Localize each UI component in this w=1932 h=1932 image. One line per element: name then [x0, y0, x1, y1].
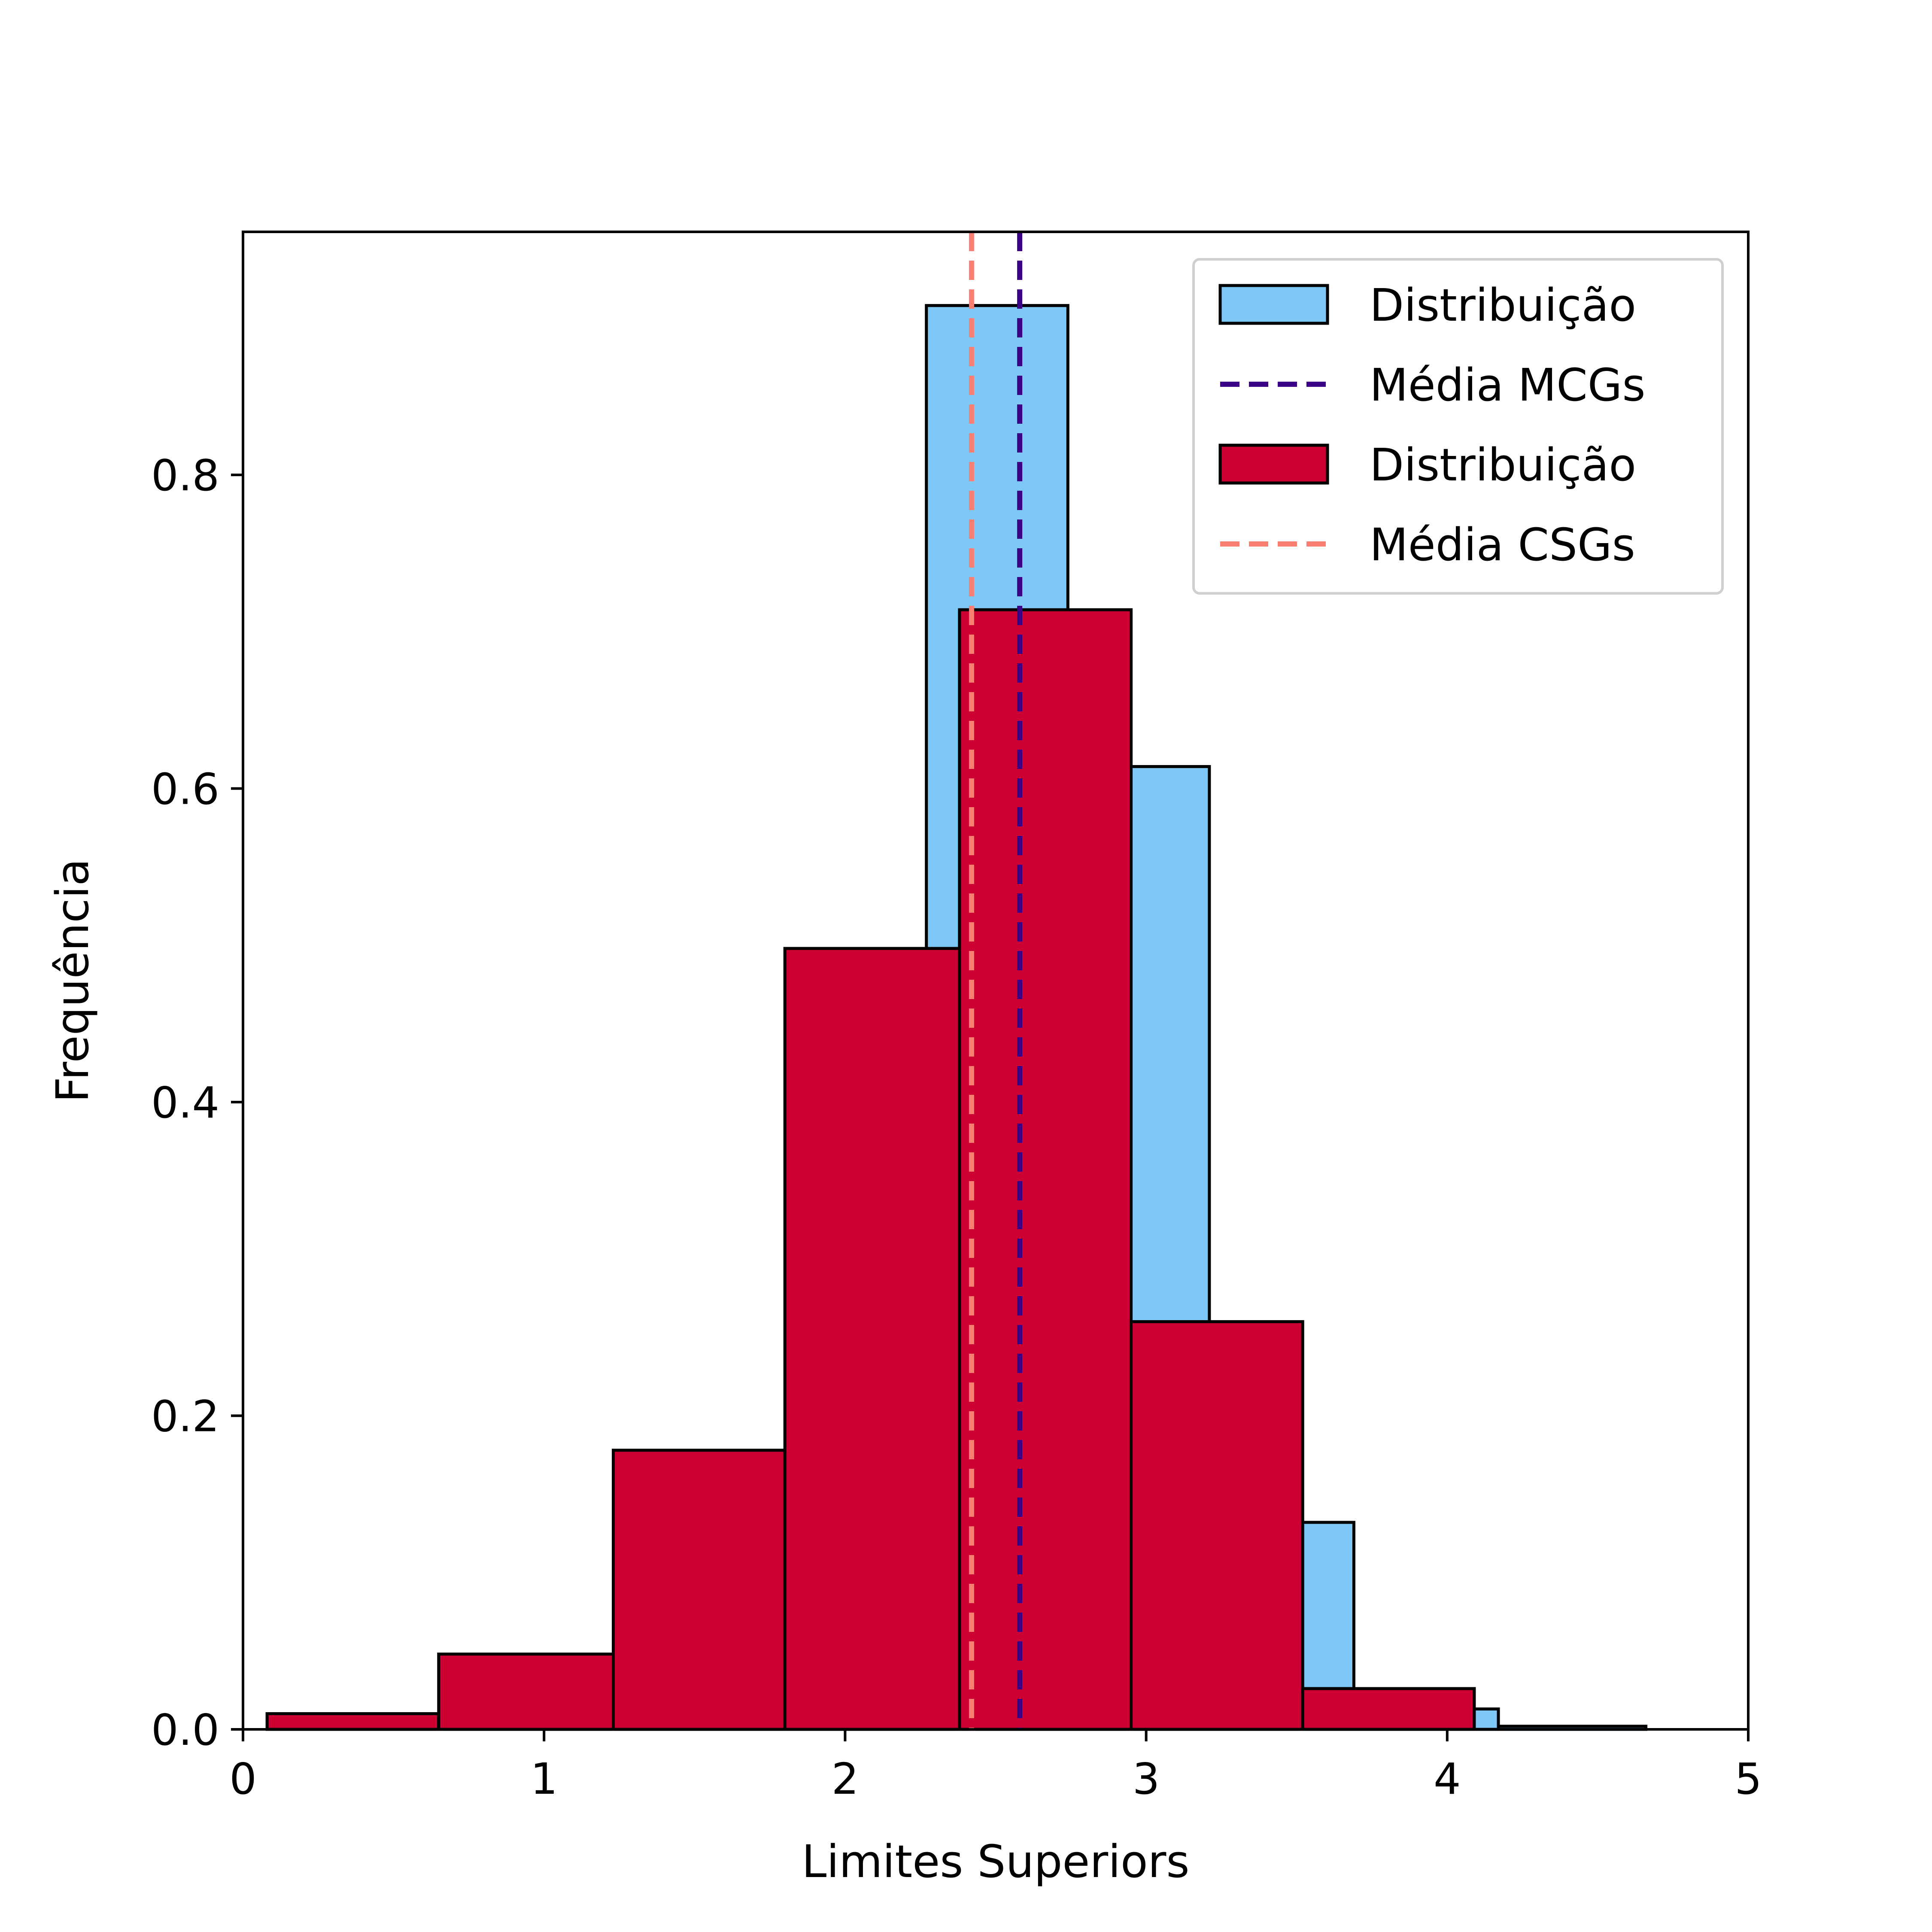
- legend-entry-label: Média MCGs: [1370, 359, 1646, 411]
- x-tick-label: 2: [832, 1754, 859, 1804]
- y-tick-label: 0.8: [151, 450, 219, 501]
- plot-frame: [242, 231, 1750, 1731]
- x-axis-label: Limites Superiors: [802, 1835, 1189, 1888]
- histogram-bar-series-2-bin-5: [1130, 1320, 1304, 1731]
- bars-layer: [265, 304, 1648, 1731]
- y-tick-label: 0.0: [151, 1705, 219, 1755]
- legend: Distribuição Média MCGs Distribuição Média …: [1192, 258, 1724, 595]
- y-axis-label: Frequência: [46, 859, 99, 1103]
- y-tick-label: 0.2: [151, 1391, 219, 1442]
- x-tick-label: 4: [1434, 1754, 1461, 1804]
- y-tick-label: 0.4: [151, 1078, 219, 1128]
- mean-lines-layer: [969, 232, 1023, 1729]
- x-tick-label: 5: [1735, 1754, 1762, 1804]
- histogram-bar-series-2-bin-6: [1301, 1687, 1476, 1731]
- legend-swatch: [1218, 444, 1329, 485]
- y-tick-label: 0.6: [151, 764, 219, 814]
- histogram-bar-series-2-bin-0: [265, 1712, 440, 1731]
- legend-entry-label: Média CSGs: [1370, 519, 1635, 571]
- histogram-bar-series-2-bin-1: [437, 1653, 615, 1731]
- histogram-bar-series-2-bin-2: [611, 1449, 787, 1731]
- legend-entry-label: Distribuição: [1370, 279, 1636, 331]
- x-axis-ticks: 0 1 2 3 4 5: [229, 1729, 1762, 1804]
- histogram-bar-series-2-bin-3: [783, 947, 961, 1731]
- x-tick-label: 0: [229, 1754, 257, 1804]
- legend-box: [1192, 258, 1724, 595]
- legend-entry-label: Distribuição: [1370, 439, 1636, 491]
- y-axis-ticks: 0.0 0.2 0.4 0.6 0.8: [151, 450, 243, 1755]
- legend-swatch: [1218, 284, 1329, 325]
- histogram-bar-series-2-bin-4: [958, 608, 1133, 1731]
- x-tick-label: 3: [1133, 1754, 1160, 1804]
- x-tick-label: 1: [530, 1754, 558, 1804]
